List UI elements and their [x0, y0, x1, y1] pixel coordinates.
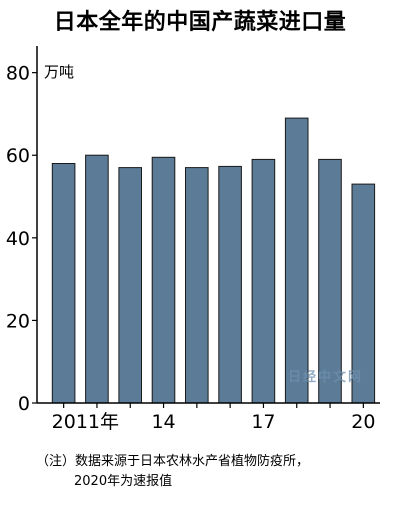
x-tick-label-2020: 20: [351, 411, 375, 433]
bar-2015: [185, 167, 209, 404]
y-unit-label: 万吨: [44, 63, 74, 81]
y-tick-label-20: 20: [6, 310, 30, 332]
y-tick-label-60: 60: [6, 145, 30, 167]
bar-2014: [151, 156, 176, 404]
bars-group: [51, 117, 376, 404]
bar-2013: [118, 167, 143, 404]
x-tick-label-2011: 2011年: [52, 411, 119, 433]
bar-2017: [251, 158, 276, 404]
x-tick-label-2017: 17: [251, 411, 275, 433]
bar-chart: 0 20 40 60 80 2011年 14 17 20 万吨: [6, 46, 380, 433]
chart-title: 日本全年的中国产蔬菜进口量: [53, 10, 347, 35]
y-tick-label-80: 80: [6, 63, 30, 85]
watermark-text: 日经中文网: [288, 370, 364, 385]
bar-2011: [51, 163, 76, 404]
bar-2016: [218, 165, 242, 404]
y-tick-label-40: 40: [6, 228, 30, 250]
y-ticks-group: 0 20 40 60 80: [6, 63, 37, 415]
bar-2018: [284, 117, 309, 404]
bar-2012: [85, 154, 109, 404]
footnote-line-2: 2020年为速报值: [74, 474, 173, 489]
y-tick-label-0: 0: [18, 393, 30, 415]
footnote: （注）数据来源于日本农林水产省植物防疫所， 2020年为速报值: [36, 452, 396, 492]
x-ticks-group: 2011年 14 17 20: [52, 403, 375, 433]
footnote-line-1: （注）数据来源于日本农林水产省植物防疫所，: [36, 454, 310, 469]
x-tick-label-2014: 14: [151, 411, 175, 433]
